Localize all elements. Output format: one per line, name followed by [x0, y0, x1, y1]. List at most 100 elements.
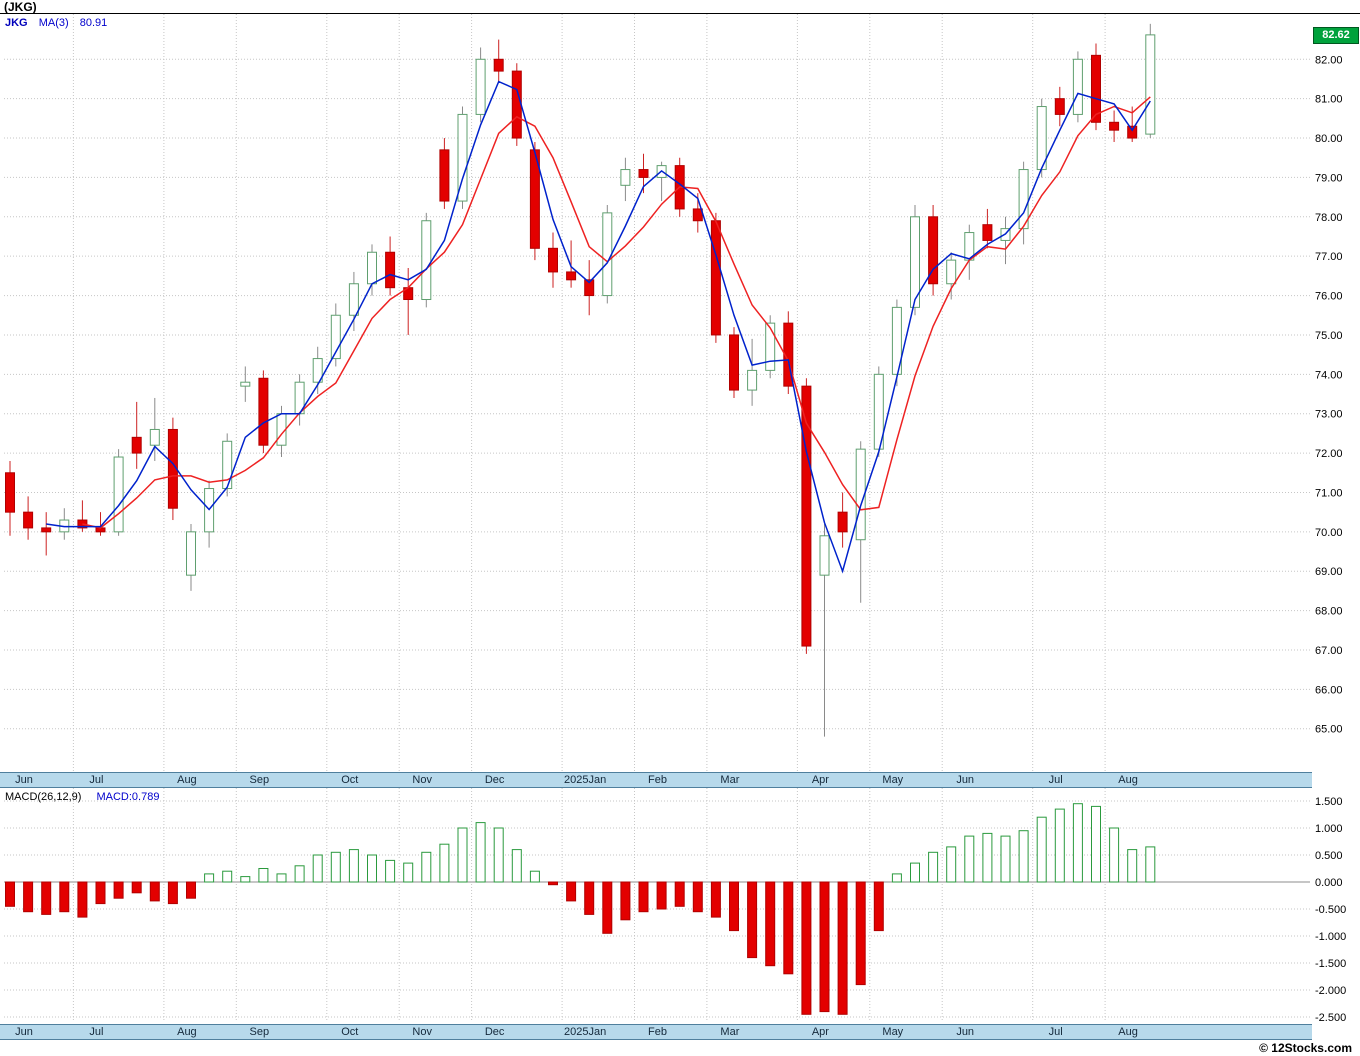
price-tick-label: 74.00	[1315, 369, 1343, 381]
candle-body	[819, 535, 830, 576]
candle-body	[77, 519, 88, 529]
macd-bar	[240, 876, 251, 883]
macd-tick-label: -1.500	[1315, 958, 1346, 970]
month-label: May	[882, 774, 904, 786]
month-label: Jun	[956, 1026, 975, 1038]
candle-body	[312, 358, 323, 383]
macd-bar	[367, 854, 377, 883]
macd-bar	[131, 881, 142, 894]
macd-bar	[1036, 816, 1047, 883]
candle-body	[602, 212, 613, 297]
month-label: Oct	[341, 1026, 359, 1038]
macd-tick-label: -2.500	[1315, 1012, 1346, 1024]
candle-body	[747, 369, 758, 391]
month-label: Jun	[15, 774, 33, 786]
macd-bar	[620, 881, 631, 921]
candle-body	[511, 70, 522, 139]
month-label: Mar	[720, 1026, 740, 1038]
price-tick-label: 76.00	[1315, 291, 1343, 303]
macd-bar	[5, 881, 15, 907]
month-label: Jun	[15, 1026, 33, 1038]
macd-chart-svg: 1.500 1.000 0.500 0.000 -0.500 -1.000 -1.500 -2…	[4, 788, 1346, 1024]
macd-bar	[602, 881, 613, 934]
macd-bar	[113, 881, 124, 899]
macd-bar	[23, 881, 34, 913]
candle-body	[5, 472, 15, 513]
candle-body	[475, 58, 486, 115]
candle-body	[620, 169, 631, 186]
candle-body	[837, 511, 848, 533]
candle-body	[982, 224, 993, 241]
month-label: Jul	[89, 1026, 104, 1038]
month-label: Feb	[648, 774, 667, 786]
macd-tick-label: -2.000	[1315, 985, 1346, 997]
candle-body	[41, 527, 52, 533]
macd-bar	[584, 881, 595, 915]
ma-value: 80.91	[79, 17, 108, 29]
month-axis-bottom: Jun Jul Aug Sep Oct Nov Dec 2025Jan Feb Mar Apr May…	[0, 1024, 1312, 1040]
macd-bar	[348, 849, 359, 883]
macd-bar	[710, 881, 721, 918]
candle-body	[710, 220, 721, 336]
macd-value-label: MACD:0.789	[96, 791, 160, 803]
copyright: © 12Stocks.com	[1259, 1041, 1352, 1055]
title-divider	[0, 13, 1360, 14]
candle-body	[131, 436, 142, 454]
price-tick-label: 81.00	[1315, 94, 1343, 106]
candle-body	[692, 208, 703, 222]
month-label: Jul	[1048, 1026, 1063, 1038]
macd-bar	[1091, 805, 1101, 883]
candle-body	[421, 220, 432, 301]
macd-bar	[421, 851, 432, 883]
macd-bar	[186, 881, 196, 899]
macd-bar	[312, 854, 323, 883]
last-price-badge: 82.62	[1313, 26, 1359, 44]
month-label: Dec	[484, 1026, 505, 1038]
page-title: (JKG)	[4, 0, 37, 14]
macd-bar	[692, 881, 703, 913]
price-tick-label: 77.00	[1315, 251, 1343, 263]
macd-params-label: MACD(26,12,9)	[5, 791, 82, 803]
macd-bar	[747, 881, 758, 959]
candle-body	[186, 531, 196, 576]
macd-bar	[1054, 808, 1065, 883]
candle-body	[1091, 54, 1101, 123]
price-tick-label: 68.00	[1315, 606, 1343, 618]
macd-tick-label: 1.500	[1315, 796, 1343, 808]
macd-bar	[674, 881, 685, 907]
candle-body	[783, 322, 794, 387]
candle-body	[258, 377, 269, 446]
candle-body	[149, 428, 160, 446]
month-label: Nov	[412, 1026, 432, 1038]
price-tick-label: 78.00	[1315, 212, 1343, 224]
candle-body	[385, 251, 396, 289]
candle-body	[566, 271, 577, 281]
month-label: Aug	[177, 1026, 197, 1038]
macd-bar	[819, 881, 830, 1013]
price-tick-label: 66.00	[1315, 684, 1343, 696]
price-tick-label: 70.00	[1315, 527, 1343, 539]
month-label: Feb	[648, 1026, 667, 1038]
candle-body	[439, 149, 450, 202]
price-tick-label: 82.00	[1315, 54, 1343, 66]
month-label: Aug	[1118, 774, 1138, 786]
macd-bar	[729, 881, 739, 932]
month-label: Aug	[1118, 1026, 1138, 1038]
macd-bar	[77, 881, 88, 918]
candle-body	[367, 251, 377, 285]
macd-bar	[783, 881, 794, 975]
macd-bar	[204, 873, 215, 883]
macd-bar	[41, 881, 52, 915]
month-label: Aug	[177, 774, 197, 786]
price-panel: 82.00 81.00 80.00 79.00 78.00 77.00 76.00 75.00…	[0, 14, 1360, 772]
month-label: Apr	[811, 774, 829, 786]
candle-body	[330, 314, 341, 360]
macd-bar	[873, 881, 884, 932]
candle-body	[548, 247, 558, 273]
price-tick-label: 75.00	[1315, 330, 1343, 342]
macd-tick-label: -0.500	[1315, 904, 1346, 916]
month-label: Oct	[341, 774, 359, 786]
candle-body	[910, 216, 920, 308]
price-tick-label: 67.00	[1315, 645, 1343, 657]
